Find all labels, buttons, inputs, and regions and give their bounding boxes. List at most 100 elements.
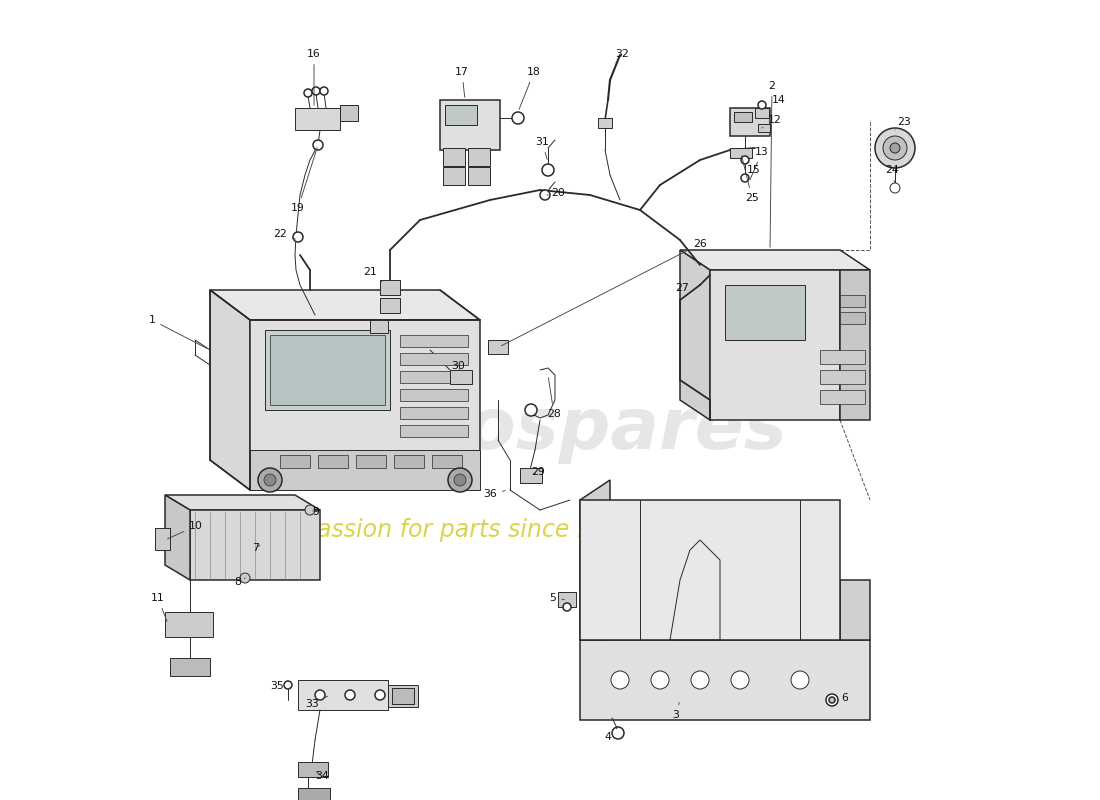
Text: 28: 28 (547, 378, 561, 419)
Circle shape (651, 671, 669, 689)
Polygon shape (580, 500, 840, 640)
Polygon shape (400, 371, 468, 383)
Circle shape (732, 671, 749, 689)
Bar (558, 592, 576, 607)
Bar (165, 612, 213, 637)
Polygon shape (680, 250, 710, 420)
Bar (730, 148, 752, 158)
Text: eurospares: eurospares (330, 395, 786, 465)
Polygon shape (400, 425, 468, 437)
Text: 8: 8 (234, 577, 245, 587)
Polygon shape (318, 455, 348, 468)
Polygon shape (400, 389, 468, 401)
Text: 19: 19 (292, 148, 317, 213)
Circle shape (315, 690, 324, 700)
Circle shape (320, 87, 328, 95)
Polygon shape (840, 580, 870, 640)
Polygon shape (680, 250, 870, 270)
Circle shape (258, 468, 282, 492)
Text: 15: 15 (747, 162, 761, 175)
Text: 9: 9 (312, 507, 319, 517)
Polygon shape (400, 407, 468, 419)
Circle shape (691, 671, 710, 689)
Polygon shape (270, 335, 385, 405)
Text: 6: 6 (834, 693, 848, 703)
Circle shape (345, 690, 355, 700)
Polygon shape (840, 270, 870, 420)
Bar (443, 148, 465, 166)
Text: 17: 17 (455, 67, 469, 98)
Polygon shape (190, 510, 320, 580)
Bar (298, 762, 328, 777)
Text: 5: 5 (550, 593, 564, 603)
Bar (443, 167, 465, 185)
Text: 11: 11 (151, 593, 167, 622)
Bar (820, 370, 865, 384)
Circle shape (314, 140, 323, 150)
Text: 12: 12 (762, 115, 782, 128)
Text: 31: 31 (535, 137, 549, 159)
Text: 27: 27 (675, 283, 689, 299)
Circle shape (741, 174, 749, 182)
Text: 29: 29 (531, 467, 544, 477)
Bar (392, 688, 414, 704)
Polygon shape (165, 495, 320, 510)
Circle shape (293, 232, 303, 242)
Circle shape (305, 505, 315, 515)
Polygon shape (400, 335, 468, 347)
Circle shape (791, 671, 808, 689)
Polygon shape (710, 270, 840, 420)
Bar (725, 285, 805, 340)
Text: 1: 1 (148, 315, 208, 349)
Circle shape (540, 190, 550, 200)
Circle shape (610, 671, 629, 689)
Text: 23: 23 (895, 117, 911, 130)
Text: 3: 3 (672, 702, 680, 720)
Text: 4: 4 (605, 727, 618, 742)
Polygon shape (580, 640, 870, 720)
Bar (468, 167, 490, 185)
Text: 13: 13 (750, 147, 769, 179)
Text: 18: 18 (519, 67, 541, 110)
Bar (734, 112, 752, 122)
Text: 35: 35 (271, 681, 290, 691)
Polygon shape (265, 330, 390, 410)
Circle shape (890, 143, 900, 153)
Text: 14: 14 (767, 95, 785, 105)
Text: a passion for parts since 1985: a passion for parts since 1985 (280, 518, 637, 542)
Bar (598, 118, 612, 128)
Circle shape (612, 727, 624, 739)
Polygon shape (356, 455, 386, 468)
Circle shape (240, 573, 250, 583)
Polygon shape (298, 680, 388, 710)
Bar (755, 108, 769, 118)
Text: 33: 33 (305, 696, 328, 709)
Bar (488, 340, 508, 354)
Polygon shape (432, 455, 462, 468)
Circle shape (890, 183, 900, 193)
Bar (840, 312, 865, 324)
Circle shape (512, 112, 524, 124)
Circle shape (454, 474, 466, 486)
Circle shape (312, 87, 320, 95)
Bar (379, 298, 400, 313)
Text: 24: 24 (886, 165, 899, 182)
Polygon shape (394, 455, 424, 468)
Text: 21: 21 (363, 267, 382, 282)
Bar (446, 105, 477, 125)
Polygon shape (210, 290, 480, 320)
Bar (520, 468, 542, 483)
Circle shape (448, 468, 472, 492)
Circle shape (829, 697, 835, 703)
Circle shape (304, 89, 312, 97)
Polygon shape (280, 455, 310, 468)
Polygon shape (580, 480, 611, 640)
Bar (298, 788, 330, 800)
Bar (370, 320, 388, 333)
Text: 10: 10 (167, 521, 202, 539)
Circle shape (883, 136, 908, 160)
Bar (295, 108, 340, 130)
Circle shape (284, 681, 292, 689)
Circle shape (741, 156, 749, 164)
Bar (155, 528, 170, 550)
